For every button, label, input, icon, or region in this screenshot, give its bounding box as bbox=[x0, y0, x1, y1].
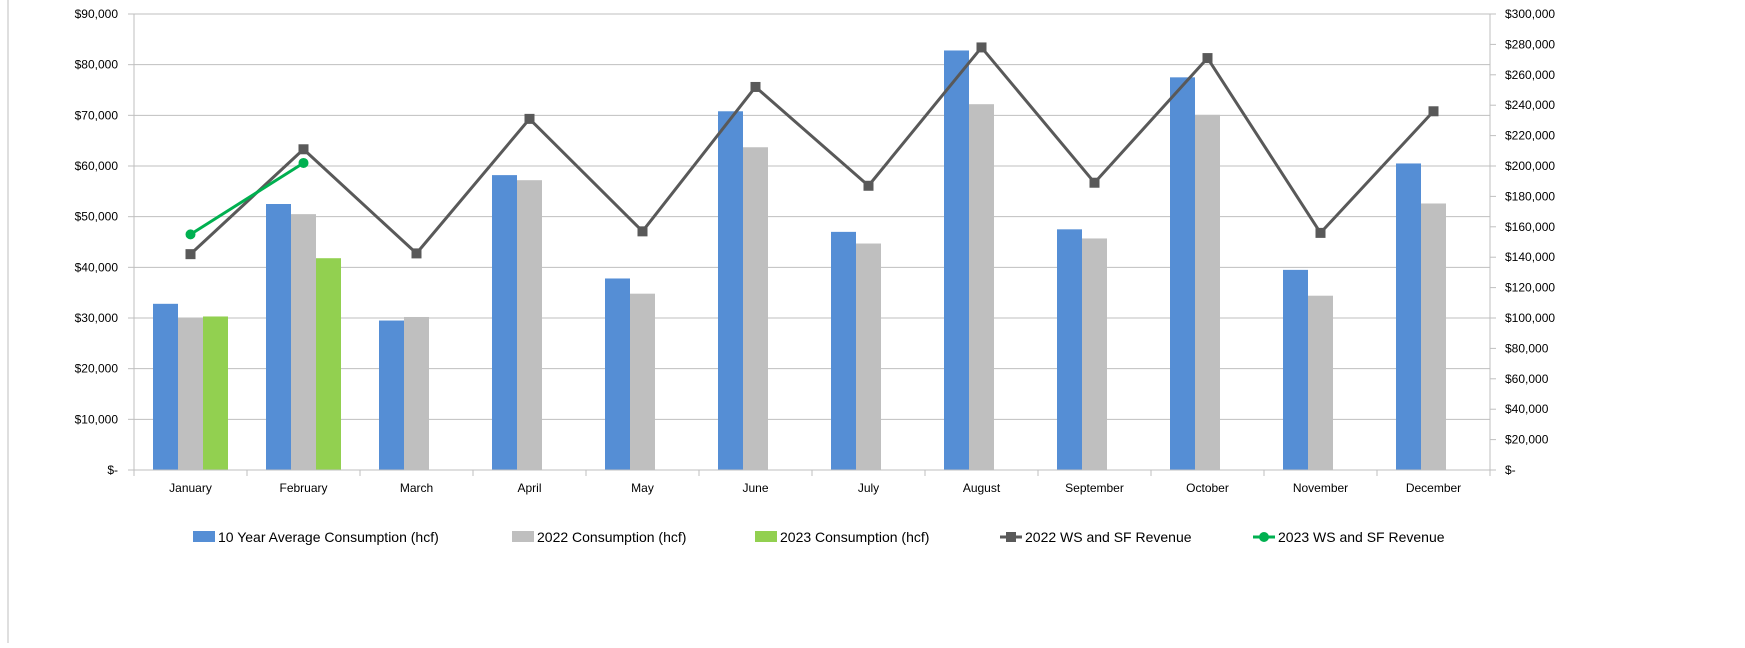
right-axis-tick-label: $180,000 bbox=[1505, 189, 1555, 203]
left-axis-tick-label: $60,000 bbox=[75, 159, 119, 173]
x-axis-tick-label: December bbox=[1406, 481, 1461, 495]
bar-3 bbox=[316, 258, 341, 470]
bar-2 bbox=[1308, 295, 1333, 470]
line-point-square bbox=[1315, 227, 1326, 238]
left-axis-tick-label: $90,000 bbox=[75, 7, 119, 21]
left-axis-tick-label: $20,000 bbox=[75, 362, 119, 376]
left-axis-tick-label: $80,000 bbox=[75, 58, 119, 72]
bar-1 bbox=[266, 204, 291, 470]
line-point-circle bbox=[298, 157, 309, 168]
bar-1 bbox=[718, 111, 743, 470]
line-point-square bbox=[750, 81, 761, 92]
series-line-2 bbox=[189, 161, 305, 236]
x-axis-tick-label: June bbox=[742, 481, 768, 495]
x-axis-tick-label: July bbox=[858, 481, 879, 495]
x-axis-tick-label: November bbox=[1293, 481, 1348, 495]
legend-label: 2022 WS and SF Revenue bbox=[1025, 529, 1192, 545]
right-axis-tick-label: $220,000 bbox=[1505, 129, 1555, 143]
right-axis-tick-label: $120,000 bbox=[1505, 281, 1555, 295]
lines-layer bbox=[185, 42, 1439, 260]
line-point-square bbox=[298, 144, 309, 155]
line-point-square bbox=[185, 249, 196, 260]
left-axis-tick-label: $70,000 bbox=[75, 108, 119, 122]
left-axis-tick-label: $10,000 bbox=[75, 412, 119, 426]
bar-1 bbox=[1283, 269, 1308, 470]
bar-1 bbox=[1057, 229, 1082, 470]
bar-2 bbox=[1082, 238, 1107, 470]
right-axis-tick-label: $240,000 bbox=[1505, 98, 1555, 112]
left-axis-tick-label: $50,000 bbox=[75, 210, 119, 224]
left-axis-tick-label: $40,000 bbox=[75, 260, 119, 274]
bar-1 bbox=[379, 320, 404, 470]
line-point-square bbox=[863, 180, 874, 191]
legend: 10 Year Average Consumption (hcf) 2022 Co… bbox=[193, 529, 1445, 545]
legend-marker-square bbox=[1006, 532, 1016, 542]
bar-1 bbox=[1170, 77, 1195, 470]
series-line-1 bbox=[189, 45, 1435, 256]
bar-1 bbox=[831, 231, 856, 470]
x-axis-tick-label: May bbox=[631, 481, 654, 495]
right-axis-tick-label: $20,000 bbox=[1505, 433, 1549, 447]
x-axis-tick-label: April bbox=[517, 481, 541, 495]
bar-1 bbox=[944, 50, 969, 470]
line-point-square bbox=[411, 248, 422, 259]
x-axis-tick-label: September bbox=[1065, 481, 1124, 495]
bar-2 bbox=[969, 104, 994, 470]
x-axis-tick-label: February bbox=[279, 481, 327, 495]
right-axis-tick-label: $200,000 bbox=[1505, 159, 1555, 173]
bar-1 bbox=[153, 303, 178, 470]
x-axis-tick-label: January bbox=[169, 481, 212, 495]
legend-swatch bbox=[755, 531, 777, 542]
bar-1 bbox=[492, 175, 517, 470]
left-axis-tick-label: $- bbox=[107, 463, 118, 477]
right-axis-tick-label: $40,000 bbox=[1505, 402, 1549, 416]
legend-label: 2023 WS and SF Revenue bbox=[1278, 529, 1445, 545]
right-axis-tick-label: $160,000 bbox=[1505, 220, 1555, 234]
right-axis-tick-label: $- bbox=[1505, 463, 1516, 477]
legend-swatch bbox=[512, 531, 534, 542]
x-axis-tick-label: March bbox=[400, 481, 433, 495]
legend-label: 2022 Consumption (hcf) bbox=[537, 529, 686, 545]
x-axis-tick-label: August bbox=[963, 481, 1001, 495]
bar-1 bbox=[1396, 163, 1421, 470]
bar-2 bbox=[178, 317, 203, 470]
legend-marker-circle bbox=[1259, 532, 1269, 542]
right-axis-tick-label: $260,000 bbox=[1505, 68, 1555, 82]
right-axis-tick-label: $140,000 bbox=[1505, 250, 1555, 264]
right-axis-tick-label: $60,000 bbox=[1505, 372, 1549, 386]
right-axis-tick-label: $300,000 bbox=[1505, 7, 1555, 21]
line-point-square bbox=[1428, 106, 1439, 117]
line-point-square bbox=[637, 226, 648, 237]
bar-2 bbox=[856, 243, 881, 470]
bar-2 bbox=[517, 180, 542, 471]
bar-2 bbox=[1195, 114, 1220, 471]
legend-label: 10 Year Average Consumption (hcf) bbox=[218, 529, 439, 545]
right-axis-tick-label: $280,000 bbox=[1505, 37, 1555, 51]
bar-1 bbox=[605, 278, 630, 470]
x-axis-tick-label: October bbox=[1186, 481, 1229, 495]
axes-layer: $- $10,000 $20,000 $30,000 $40,000 $50,000 $60… bbox=[75, 7, 1556, 495]
left-axis-tick-label: $30,000 bbox=[75, 311, 119, 325]
bar-2 bbox=[630, 293, 655, 470]
bar-3 bbox=[203, 316, 228, 470]
bar-2 bbox=[404, 316, 429, 470]
right-axis-tick-label: $80,000 bbox=[1505, 341, 1549, 355]
line-point-square bbox=[524, 113, 535, 124]
bar-2 bbox=[743, 147, 768, 470]
line-point-square bbox=[1202, 53, 1213, 64]
right-axis-tick-label: $100,000 bbox=[1505, 311, 1555, 325]
legend-label: 2023 Consumption (hcf) bbox=[780, 529, 929, 545]
line-point-square bbox=[976, 42, 987, 53]
bars-layer bbox=[153, 50, 1446, 471]
legend-swatch bbox=[193, 531, 215, 542]
line-point-square bbox=[1089, 177, 1100, 188]
bar-2 bbox=[291, 214, 316, 470]
bar-2 bbox=[1421, 203, 1446, 470]
line-point-circle bbox=[185, 229, 196, 240]
